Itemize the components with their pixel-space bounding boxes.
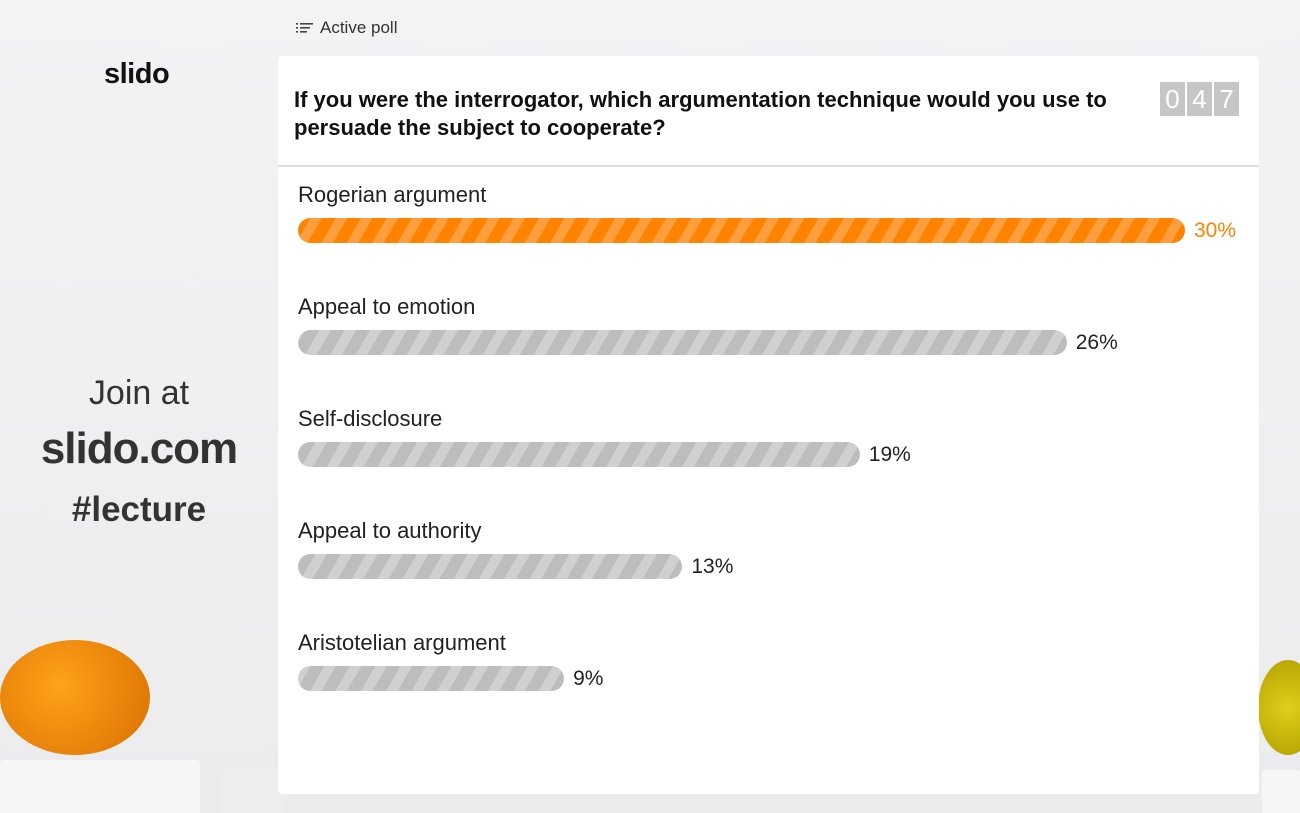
- slido-logo: slido: [104, 58, 170, 90]
- option-label: Appeal to emotion: [298, 294, 476, 319]
- option-result-bar: [298, 330, 1067, 355]
- option-result-bar: [298, 554, 683, 579]
- poll-card: If you were the interrogator, which argu…: [278, 56, 1259, 794]
- poll-option: Rogerian argument 30%: [298, 182, 1248, 243]
- option-result-bar: [298, 218, 1185, 243]
- event-code: #lecture: [71, 490, 207, 529]
- poll-option: Aristotelian argument 9%: [298, 630, 1248, 691]
- active-poll-label: Active poll: [320, 18, 398, 37]
- poll-option: Self-disclosure 19%: [298, 406, 1248, 467]
- option-label: Rogerian argument: [298, 182, 487, 207]
- option-percent: 19%: [868, 442, 911, 466]
- countdown-timer: 0 4 7: [1160, 82, 1239, 116]
- option-result-bar: [298, 666, 565, 691]
- join-site[interactable]: slido.com: [40, 424, 238, 473]
- poll-option: Appeal to emotion 26%: [298, 294, 1248, 355]
- countdown-digit: 7: [1214, 82, 1239, 116]
- option-label: Aristotelian argument: [298, 630, 506, 655]
- option-result-bar: [298, 442, 860, 467]
- option-percent: 26%: [1075, 330, 1118, 354]
- option-percent: 9%: [573, 666, 604, 690]
- join-label: Join at: [88, 374, 190, 412]
- option-percent: 13%: [691, 554, 734, 578]
- option-label: Self-disclosure: [298, 406, 443, 431]
- countdown-digit: 4: [1187, 82, 1212, 116]
- option-label: Appeal to authority: [298, 518, 482, 543]
- option-percent: 30%: [1194, 218, 1237, 242]
- list-icon: [296, 23, 313, 33]
- active-poll-header[interactable]: Active poll: [296, 18, 397, 38]
- poll-question: If you were the interrogator, which argu…: [294, 87, 1107, 140]
- divider: [278, 165, 1259, 167]
- poll-option: Appeal to authority 13%: [298, 518, 1248, 579]
- countdown-digit: 0: [1160, 82, 1185, 116]
